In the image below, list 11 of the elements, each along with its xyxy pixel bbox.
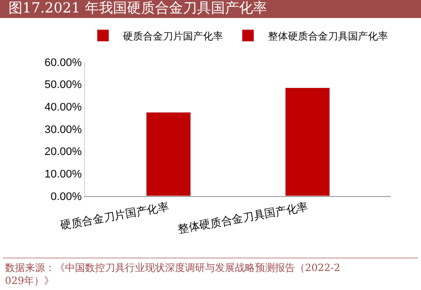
y-tick-label: 40.00% <box>44 102 82 114</box>
y-tick-label: 30.00% <box>44 124 82 136</box>
y-tick-label: 20.00% <box>44 146 82 158</box>
source-note: 数据来源：《中国数控刀具行业现状深度调研与发展战略预测报告（2022-2029年）》 <box>5 262 340 287</box>
y-tick-label: 0.00% <box>50 190 82 203</box>
y-tick-label: 50.00% <box>44 79 82 92</box>
y-tick-label: 10.00% <box>44 168 82 181</box>
legend-label: 整体硬质合金刀具国产化率 <box>268 30 388 42</box>
chart-title: 图17.2021 年我国硬质合金刀具国产化率 <box>8 0 267 17</box>
y-tick-label: 60.00% <box>44 56 82 69</box>
legend-label: 硬质合金刀片国产化率 <box>123 30 223 42</box>
